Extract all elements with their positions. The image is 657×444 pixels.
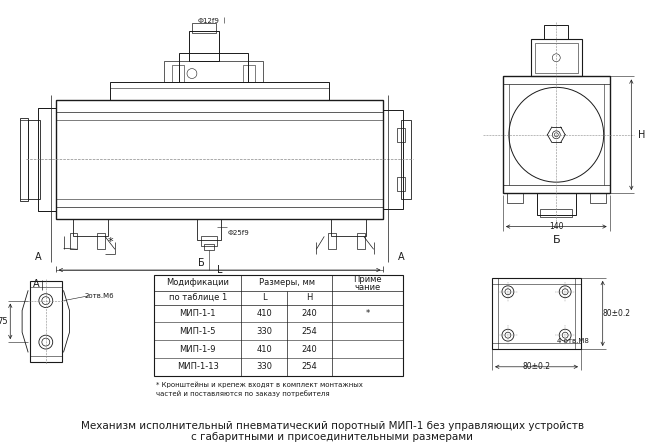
Text: 330: 330 (256, 362, 272, 371)
Bar (74, 219, 108, 237)
Text: Размеры, мм: Размеры, мм (259, 278, 315, 287)
Text: Б: Б (198, 258, 205, 268)
Text: чание: чание (355, 283, 381, 292)
Bar (328, 234, 336, 249)
Bar (20, 118, 28, 201)
Bar (164, 61, 263, 83)
Bar (541, 209, 572, 217)
Bar (172, 65, 184, 83)
Bar (97, 234, 105, 249)
Bar (331, 219, 366, 237)
Bar (70, 234, 78, 249)
Bar (28, 120, 40, 199)
Text: 75: 75 (0, 317, 8, 326)
Bar (197, 219, 221, 240)
Bar (357, 234, 365, 249)
Text: А: А (33, 279, 39, 289)
Text: МИП-1-13: МИП-1-13 (177, 362, 219, 371)
Text: 80±0.2: 80±0.2 (602, 309, 631, 318)
Bar (204, 244, 214, 250)
Text: 410: 410 (256, 345, 272, 353)
Text: А: А (398, 252, 405, 262)
Text: *: * (107, 238, 113, 247)
Bar (384, 110, 403, 209)
Text: Б: Б (553, 235, 560, 246)
Bar (201, 237, 217, 246)
Bar (110, 83, 329, 100)
Text: Приме: Приме (353, 275, 382, 285)
Text: 254: 254 (302, 327, 317, 336)
Bar (590, 193, 606, 203)
Text: *: * (365, 309, 370, 318)
Bar (397, 128, 405, 142)
Text: МИП-1-9: МИП-1-9 (179, 345, 216, 353)
Text: 2отв.М6: 2отв.М6 (84, 293, 114, 299)
Bar (56, 100, 384, 219)
Bar (30, 281, 62, 362)
Text: 254: 254 (302, 362, 317, 371)
Text: * Кронштейны и крепеж входят в комплект монтажных: * Кронштейны и крепеж входят в комплект … (156, 381, 363, 388)
Bar (38, 108, 56, 211)
Text: МИП-1-1: МИП-1-1 (179, 309, 216, 318)
Text: L: L (217, 265, 222, 275)
Text: А: А (35, 252, 41, 262)
Text: с габаритными и присоединительными размерами: с габаритными и присоединительными разме… (191, 432, 473, 442)
Bar (531, 39, 582, 76)
Text: МИП-1-5: МИП-1-5 (179, 327, 216, 336)
Bar (492, 278, 581, 349)
Bar (401, 120, 411, 199)
Bar (189, 31, 219, 61)
Bar (503, 76, 610, 193)
Text: 240: 240 (302, 345, 317, 353)
Bar (192, 23, 215, 33)
Text: по таблице 1: по таблице 1 (169, 293, 227, 302)
Text: Ф12f9: Ф12f9 (198, 18, 219, 24)
Text: Модификации: Модификации (166, 278, 229, 287)
Text: 4 отв.М8: 4 отв.М8 (557, 338, 589, 344)
Text: 80±0.2: 80±0.2 (522, 362, 551, 371)
Text: H: H (306, 293, 313, 302)
Text: 410: 410 (256, 309, 272, 318)
Bar (243, 65, 255, 83)
Bar (397, 177, 405, 191)
Text: частей и поставляются по заказу потребителя: частей и поставляются по заказу потребит… (156, 390, 330, 397)
Text: 240: 240 (302, 309, 317, 318)
Text: L: L (261, 293, 266, 302)
Text: Ф25f9: Ф25f9 (227, 230, 249, 235)
Bar (537, 193, 576, 215)
Bar (154, 275, 403, 376)
Bar (507, 193, 523, 203)
Text: 140: 140 (549, 222, 564, 231)
Bar (179, 53, 248, 83)
Text: Механизм исполнительный пневматический поротный МИП-1 без управляющих устройств: Механизм исполнительный пневматический п… (81, 421, 583, 431)
Text: Н: Н (637, 130, 645, 140)
Text: 330: 330 (256, 327, 272, 336)
Bar (545, 25, 568, 39)
Bar (535, 43, 578, 72)
